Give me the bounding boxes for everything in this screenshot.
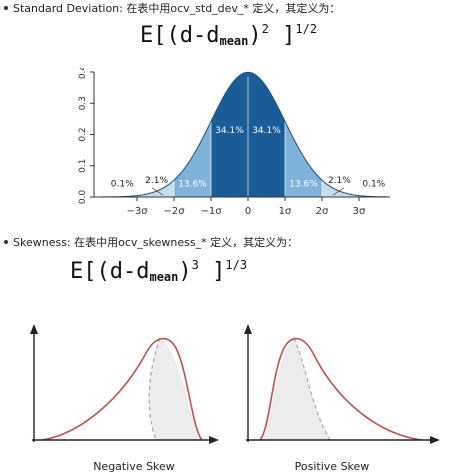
std-dev-bullet: Standard Deviation: 在表中用ocv_std_dev_* 定义…	[3, 2, 340, 16]
region-label: 34.1%	[252, 126, 281, 136]
y-tick-label: 0.4	[78, 68, 88, 79]
tail-band-right	[322, 180, 386, 197]
positive-skew-curve	[259, 337, 423, 441]
region-label: 34.1%	[215, 126, 244, 136]
y-tick-label: 0.0	[78, 190, 88, 205]
skewness-bullet-text: Skewness: 在表中用ocv_skewness_* 定义，其定义为：	[13, 236, 299, 249]
normal-distribution-chart: 0.0 0.1 0.2 0.3 0.4 −3σ −2σ −1σ 0 1σ 2σ 3σ 0.1% 2.1% 1…	[78, 68, 390, 217]
tail-band-left	[98, 180, 174, 197]
skewness-bullet: Skewness: 在表中用ocv_skewness_* 定义，其定义为：	[3, 236, 298, 250]
std-dev-formula: E[(d-dmean)2 ]1/2	[140, 22, 318, 48]
region-label: 13.6%	[289, 179, 318, 189]
bullet-dot-icon	[4, 6, 8, 10]
y-tick-label: 0.1	[78, 159, 88, 173]
negative-skew-diagram: Negative Skew	[30, 324, 219, 473]
y-axis-arrow-icon	[244, 324, 252, 334]
positive-skew-diagram: Positive Skew	[244, 324, 440, 473]
x-axis-arrow-icon	[209, 436, 219, 444]
x-tick-label: −2σ	[163, 206, 185, 217]
skewness-formula: E[(d-dmean)3 ]1/3	[70, 258, 248, 284]
std-dev-bullet-text: Standard Deviation: 在表中用ocv_std_dev_* 定义…	[13, 2, 341, 15]
x-tick-label: 3σ	[353, 206, 366, 217]
negative-skew-label: Negative Skew	[93, 460, 175, 473]
label-leader-line	[332, 187, 345, 196]
positive-skew-label: Positive Skew	[295, 460, 370, 473]
positive-skew-fill	[262, 338, 330, 440]
x-tick-label: −3σ	[126, 206, 148, 217]
y-tick-label: 0.3	[78, 96, 88, 110]
region-label: 2.1%	[328, 176, 351, 186]
region-label: 0.1%	[111, 179, 134, 189]
x-tick-label: 1σ	[279, 206, 292, 217]
negative-skew-reference-curve	[148, 337, 161, 441]
normal-curve	[98, 71, 387, 198]
region-label: 0.1%	[362, 179, 385, 189]
bullet-dot-icon	[4, 240, 8, 244]
region-label: 2.1%	[145, 176, 168, 186]
x-tick-label: 2σ	[316, 206, 329, 217]
x-axis-arrow-icon	[430, 436, 440, 444]
y-tick-label: 0.2	[78, 127, 88, 141]
negative-skew-fill	[149, 338, 200, 440]
y-axis-arrow-icon	[30, 324, 38, 334]
x-tick-label: 0	[245, 206, 251, 217]
negative-skew-curve	[41, 337, 203, 441]
x-tick-label: −1σ	[200, 206, 222, 217]
region-label: 13.6%	[178, 179, 207, 189]
label-leader-line	[151, 187, 164, 196]
